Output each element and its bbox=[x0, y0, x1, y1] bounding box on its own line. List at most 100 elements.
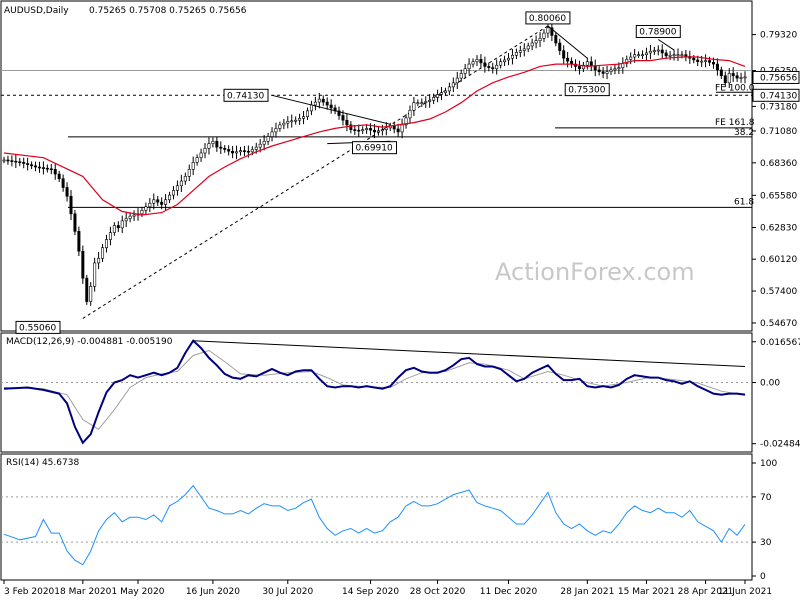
macd-trendline bbox=[193, 340, 746, 368]
price-candle bbox=[443, 90, 447, 94]
price-candle bbox=[562, 50, 566, 59]
annotation-box bbox=[352, 141, 397, 155]
price-candle bbox=[207, 143, 211, 149]
rsi-label: RSI(14) 45.6738 bbox=[6, 458, 79, 468]
price-candle bbox=[719, 69, 723, 77]
price-candle bbox=[601, 71, 605, 74]
price-candle bbox=[384, 127, 388, 130]
price-candle bbox=[676, 54, 680, 57]
price-candle bbox=[376, 130, 380, 133]
price-tick-label: 0.65580 bbox=[760, 191, 797, 201]
price-candle bbox=[160, 201, 164, 205]
price-candle bbox=[65, 187, 69, 197]
price-candle bbox=[727, 73, 731, 84]
x-tick-label: 14 Sep 2020 bbox=[342, 587, 399, 597]
price-candle bbox=[743, 76, 747, 79]
macd-line bbox=[3, 339, 746, 445]
price-candle bbox=[585, 61, 589, 66]
price-candle bbox=[290, 120, 294, 123]
price-candle bbox=[412, 102, 416, 111]
price-candle bbox=[246, 150, 250, 153]
rsi-tick-label: 70 bbox=[760, 493, 772, 503]
price-candle bbox=[463, 68, 467, 74]
price-candle bbox=[530, 42, 534, 47]
price-candle bbox=[309, 104, 313, 112]
price-candle bbox=[656, 49, 660, 52]
price-candle bbox=[692, 57, 696, 61]
price-tick-label: 0.60120 bbox=[760, 255, 797, 265]
x-tick-label: 28 Apr 2021 bbox=[678, 587, 734, 597]
price-candle bbox=[380, 129, 384, 132]
price-candle bbox=[298, 118, 302, 121]
price-candle bbox=[108, 232, 112, 240]
price-candle bbox=[85, 277, 89, 302]
price-candle bbox=[73, 213, 77, 232]
price-candle bbox=[168, 194, 172, 201]
price-candle bbox=[487, 66, 491, 68]
price-candle bbox=[365, 128, 369, 130]
price-candle bbox=[613, 68, 617, 71]
price-candle bbox=[266, 136, 270, 142]
price-candle bbox=[424, 101, 428, 103]
price-candle bbox=[625, 59, 629, 64]
price-candle bbox=[175, 185, 179, 191]
price-candle bbox=[152, 199, 156, 204]
price-candle bbox=[104, 239, 108, 249]
price-candle bbox=[455, 77, 459, 84]
price-candle bbox=[294, 119, 298, 122]
price-candle bbox=[400, 124, 404, 133]
price-layer: FE 100.0 FE 161.838.2 61.8 0.55060 0.74130 0.… bbox=[1, 11, 755, 334]
price-candle bbox=[471, 61, 475, 65]
price-candle bbox=[191, 162, 195, 170]
price-candle bbox=[112, 225, 116, 233]
annotation-label: 0.55060 bbox=[19, 323, 56, 333]
level-price-tag-bg bbox=[752, 88, 800, 102]
price-candle bbox=[522, 48, 526, 51]
fib-label: FE 100.0 bbox=[715, 83, 755, 93]
price-candle bbox=[321, 98, 325, 103]
price-candle bbox=[644, 52, 648, 56]
x-tick-label: 16 Jun 2020 bbox=[186, 587, 240, 597]
price-candle bbox=[739, 77, 743, 79]
annotation-box bbox=[525, 11, 571, 25]
price-tick-label: 0.57400 bbox=[760, 287, 797, 297]
macd-signal-line bbox=[3, 349, 746, 430]
price-candle bbox=[341, 115, 345, 121]
price-candle bbox=[664, 52, 668, 57]
price-candle bbox=[144, 206, 148, 211]
price-candle bbox=[495, 64, 499, 70]
price-candle bbox=[440, 92, 444, 95]
x-tick-label: 1 May 2020 bbox=[112, 587, 165, 597]
annotation-box bbox=[635, 24, 681, 38]
price-candle bbox=[499, 61, 503, 66]
price-candle bbox=[171, 190, 175, 196]
price-candle bbox=[479, 59, 483, 64]
price-candle bbox=[37, 166, 41, 169]
price-candle bbox=[238, 150, 242, 153]
x-tick-label: 28 Jan 2021 bbox=[560, 587, 614, 597]
price-candle bbox=[609, 69, 613, 72]
price-candle bbox=[660, 49, 664, 54]
price-candle bbox=[215, 140, 219, 148]
price-candle bbox=[475, 59, 479, 63]
price-candle bbox=[715, 63, 719, 71]
price-candle bbox=[274, 128, 278, 133]
macd-label: MACD(12,26,9) -0.004881 -0.005190 bbox=[6, 337, 173, 347]
price-candle bbox=[286, 121, 290, 124]
symbol-label: AUDUSD,Daily bbox=[4, 6, 69, 16]
price-panel-frame bbox=[0, 0, 753, 332]
price-candle bbox=[282, 122, 286, 126]
axis-layer: 0.793200.762500.731800.710800.683600.655… bbox=[3, 31, 800, 597]
price-tick-label: 0.71080 bbox=[760, 127, 797, 137]
price-candle bbox=[731, 73, 735, 77]
price-candle bbox=[219, 146, 223, 149]
price-candle bbox=[420, 102, 424, 104]
price-candle bbox=[708, 60, 712, 63]
price-candle bbox=[711, 62, 715, 65]
price-candle bbox=[262, 140, 266, 145]
price-candle bbox=[700, 60, 704, 63]
macd-layer bbox=[1, 339, 752, 445]
price-candle bbox=[270, 131, 274, 137]
price-candle bbox=[483, 62, 487, 67]
